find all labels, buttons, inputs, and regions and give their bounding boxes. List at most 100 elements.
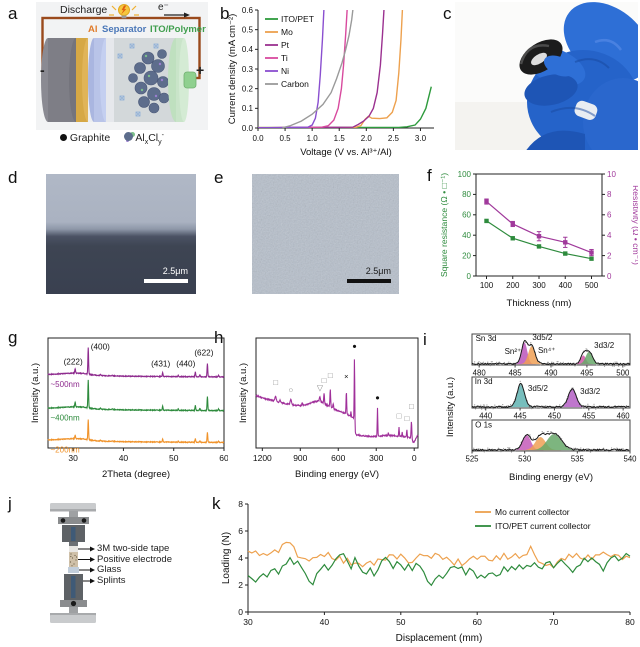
glove-photo-drawing	[455, 2, 640, 166]
svg-text:495: 495	[580, 369, 594, 378]
svg-text:Voltage (V vs. Al³⁺/Al): Voltage (V vs. Al³⁺/Al)	[300, 147, 392, 158]
svg-text:Intensity (a.u.): Intensity (a.u.)	[446, 377, 456, 437]
svg-text:3d3/2: 3d3/2	[580, 387, 601, 396]
svg-text:6: 6	[607, 211, 612, 220]
svg-text:460: 460	[617, 412, 631, 421]
svg-text:Current density (mA cm⁻²): Current density (mA cm⁻²)	[227, 14, 238, 125]
panel-letter-k: k	[212, 494, 221, 513]
svg-text:900: 900	[293, 453, 307, 463]
svg-text:2Theta (degree): 2Theta (degree)	[102, 469, 170, 480]
svg-text:□: □	[409, 402, 414, 411]
battery-schematic-drawing	[36, 2, 208, 130]
svg-text:0.0: 0.0	[252, 134, 264, 143]
svg-text:50: 50	[396, 617, 406, 627]
svg-text:300: 300	[369, 453, 383, 463]
svg-text:30: 30	[243, 617, 253, 627]
svg-text:Intensity (a.u.): Intensity (a.u.)	[238, 363, 249, 423]
svg-text:8: 8	[607, 190, 612, 199]
svg-text:60: 60	[472, 617, 482, 627]
svg-text:Loading (N): Loading (N)	[221, 532, 232, 584]
svg-text:20: 20	[462, 251, 471, 260]
svg-text:×: ×	[344, 372, 348, 381]
svg-text:~200nm: ~200nm	[51, 445, 80, 454]
separator-layer-label: Separator	[102, 24, 147, 35]
svg-text:Resistivity (Ω • cm⁻¹): Resistivity (Ω • cm⁻¹)	[631, 185, 638, 265]
svg-text:3d5/2: 3d5/2	[528, 384, 549, 393]
electrode-segment	[69, 552, 78, 567]
splints-label: Splints	[97, 575, 126, 586]
svg-text:500: 500	[616, 369, 630, 378]
svg-text:100: 100	[458, 170, 472, 179]
svg-text:40: 40	[119, 453, 129, 463]
svg-text:(440): (440)	[176, 360, 195, 369]
svg-text:0: 0	[238, 607, 243, 617]
svg-text:6: 6	[238, 526, 243, 536]
blue-glove	[524, 2, 640, 166]
svg-text:▽: ▽	[317, 383, 324, 392]
svg-text:0.5: 0.5	[242, 25, 254, 34]
svg-text:100: 100	[480, 281, 494, 290]
svg-text:80: 80	[625, 617, 635, 627]
xps-fit-charts: 480 485 490 495 500 Sn 3d Sn²⁺ 3d5/2 Sn⁴⁺ 3d3/2 44…	[445, 331, 638, 483]
svg-text:0.0: 0.0	[242, 124, 254, 133]
svg-text:300: 300	[532, 281, 546, 290]
svg-text:Sn⁴⁺: Sn⁴⁺	[538, 346, 555, 355]
electron-label: e⁻	[158, 2, 169, 13]
svg-text:□: □	[328, 371, 333, 380]
svg-text:Ni: Ni	[281, 66, 289, 76]
svg-text:10: 10	[607, 170, 616, 179]
svg-text:4: 4	[607, 231, 612, 240]
svg-text:0: 0	[607, 272, 612, 281]
svg-text:400: 400	[559, 281, 573, 290]
svg-text:ITO/PET current collector: ITO/PET current collector	[495, 521, 591, 531]
svg-text:Mo current collector: Mo current collector	[495, 507, 570, 517]
svg-text:1.5: 1.5	[334, 134, 346, 143]
sem-surface-image: 2.5μm	[252, 174, 399, 294]
svg-text:Square resistance (Ω • □⁻¹): Square resistance (Ω • □⁻¹)	[439, 173, 449, 277]
svg-text:1200: 1200	[253, 453, 272, 463]
tape-label: 3M two-side tape	[97, 543, 170, 554]
svg-text:3d5/2: 3d5/2	[532, 333, 553, 342]
graphite-legend: Graphite	[60, 132, 110, 144]
svg-text:600: 600	[331, 453, 345, 463]
svg-text:0: 0	[467, 272, 472, 281]
svg-text:2: 2	[238, 580, 243, 590]
graphite-dot-icon	[60, 134, 67, 141]
glass-label: Glass	[97, 564, 122, 575]
svg-text:□: □	[397, 412, 402, 421]
panel-letter-d: d	[8, 168, 18, 187]
svg-text:(400): (400)	[91, 343, 110, 352]
particle-specks	[140, 54, 164, 98]
svg-text:455: 455	[582, 412, 596, 421]
panel-j-schematic: 3M two-side tape Positive electrode Glas…	[28, 494, 218, 647]
panel-letter-e: e	[214, 168, 224, 187]
graphite-legend-label: Graphite	[69, 132, 111, 144]
sem-surface-texture	[252, 174, 399, 294]
svg-text:485: 485	[509, 369, 523, 378]
discharge-label: Discharge	[60, 4, 108, 16]
svg-text:(431): (431)	[151, 360, 170, 369]
svg-text:40: 40	[320, 617, 330, 627]
cathode-particles	[128, 49, 170, 114]
label-arrowheads	[90, 546, 95, 584]
panel-letter-g: g	[8, 328, 18, 347]
svg-text:~400nm: ~400nm	[51, 413, 80, 422]
positive-electrode-label: Positive electrode	[97, 554, 172, 565]
al-layer-label: Al	[88, 24, 98, 35]
svg-text:0.2: 0.2	[242, 84, 254, 93]
scalebar-e	[347, 279, 391, 283]
alxcly-legend-label: AlxCly-	[135, 132, 164, 146]
svg-text:●: ●	[352, 341, 357, 350]
svg-text:8: 8	[238, 499, 243, 509]
svg-text:In 3d: In 3d	[475, 377, 493, 386]
panel-letter-b: b	[220, 4, 230, 23]
minus-terminal-label: -	[40, 62, 45, 78]
svg-text:Intensity (a.u.): Intensity (a.u.)	[30, 363, 41, 423]
svg-text:1.0: 1.0	[307, 134, 319, 143]
alxcly-legend: AlxCly-	[124, 132, 164, 146]
svg-text:0.6: 0.6	[242, 6, 254, 15]
svg-text:□: □	[322, 376, 327, 385]
electrode-speckles	[69, 553, 78, 567]
svg-text:480: 480	[473, 369, 487, 378]
